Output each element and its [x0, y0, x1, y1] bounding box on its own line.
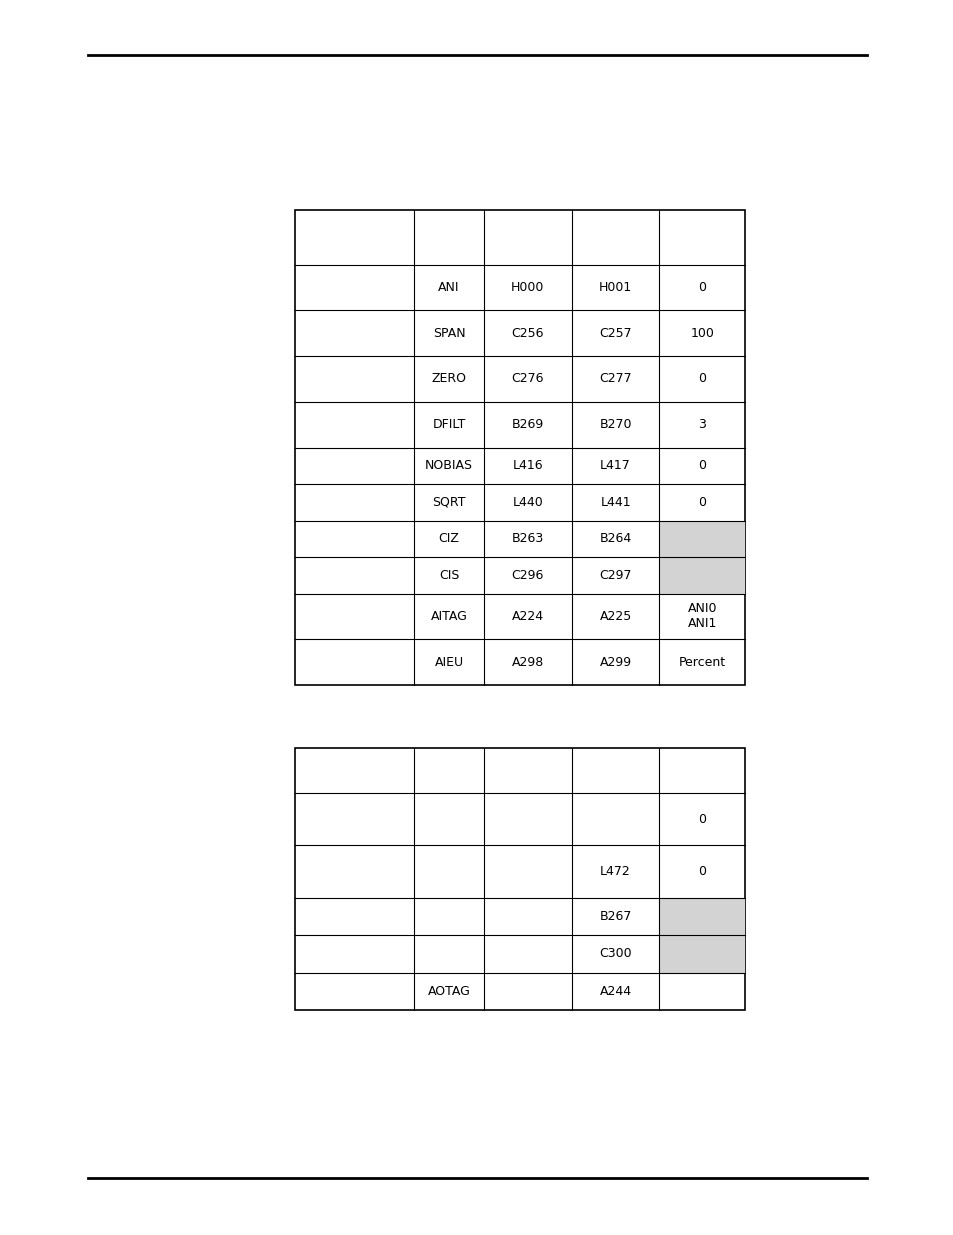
Text: B267: B267 — [598, 910, 631, 923]
Text: 0: 0 — [698, 373, 705, 385]
Text: H000: H000 — [511, 282, 544, 294]
Text: 3: 3 — [698, 419, 705, 431]
Text: L416: L416 — [512, 459, 542, 472]
Text: Percent: Percent — [678, 656, 725, 668]
Text: SQRT: SQRT — [432, 495, 465, 509]
Text: 0: 0 — [698, 864, 705, 878]
Text: L440: L440 — [512, 495, 542, 509]
Text: A224: A224 — [511, 610, 543, 622]
Text: DFILT: DFILT — [432, 419, 465, 431]
Text: B263: B263 — [511, 532, 543, 546]
Bar — [659, 898, 744, 935]
Text: B270: B270 — [598, 419, 631, 431]
Bar — [294, 210, 744, 685]
Text: CIZ: CIZ — [438, 532, 459, 546]
Text: H001: H001 — [598, 282, 632, 294]
Text: A244: A244 — [598, 984, 631, 998]
Text: ZERO: ZERO — [431, 373, 466, 385]
Text: A299: A299 — [598, 656, 631, 668]
Text: C296: C296 — [511, 569, 543, 582]
Text: ANI0
ANI1: ANI0 ANI1 — [687, 603, 717, 631]
Bar — [659, 521, 744, 557]
Text: 100: 100 — [690, 327, 714, 340]
Text: A298: A298 — [511, 656, 543, 668]
Text: L441: L441 — [599, 495, 630, 509]
Text: CIS: CIS — [438, 569, 458, 582]
Bar — [294, 748, 744, 1010]
Text: C257: C257 — [598, 327, 631, 340]
Text: 0: 0 — [698, 282, 705, 294]
Text: SPAN: SPAN — [433, 327, 465, 340]
Text: 0: 0 — [698, 495, 705, 509]
Text: 0: 0 — [698, 459, 705, 472]
Text: ANI: ANI — [438, 282, 459, 294]
Text: B269: B269 — [511, 419, 543, 431]
Text: L472: L472 — [599, 864, 630, 878]
Text: C256: C256 — [511, 327, 543, 340]
Text: C300: C300 — [598, 947, 631, 961]
Text: C297: C297 — [598, 569, 631, 582]
Text: AOTAG: AOTAG — [427, 984, 470, 998]
Text: B264: B264 — [598, 532, 631, 546]
Text: AIEU: AIEU — [435, 656, 463, 668]
Text: NOBIAS: NOBIAS — [425, 459, 473, 472]
Bar — [659, 935, 744, 973]
Text: C276: C276 — [511, 373, 543, 385]
Text: A225: A225 — [598, 610, 631, 622]
Text: C277: C277 — [598, 373, 631, 385]
Text: L417: L417 — [599, 459, 630, 472]
Text: 0: 0 — [698, 813, 705, 826]
Text: AITAG: AITAG — [430, 610, 467, 622]
Bar — [659, 557, 744, 594]
